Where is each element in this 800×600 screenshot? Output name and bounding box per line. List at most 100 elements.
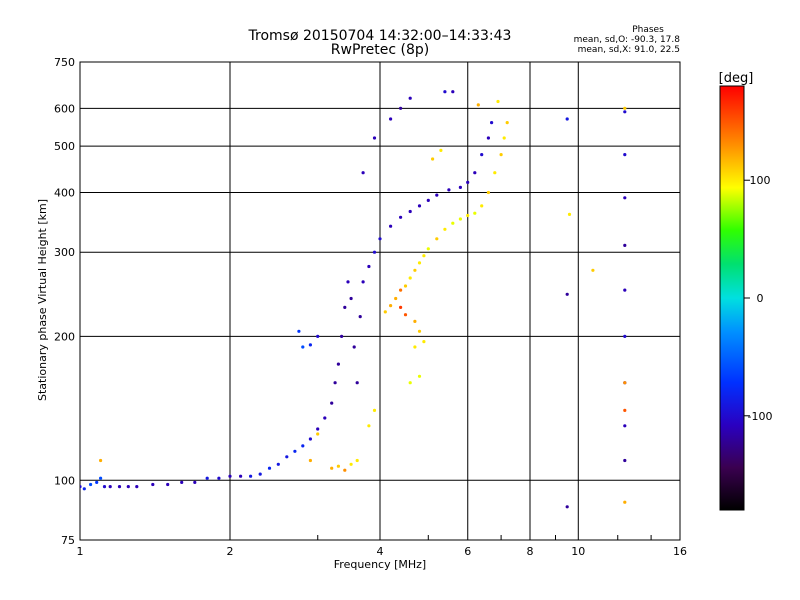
- echo-point: [417, 329, 422, 333]
- echo-point: [267, 466, 272, 470]
- echo-point: [473, 211, 477, 215]
- echo-point: [349, 462, 353, 466]
- echo-point: [361, 171, 365, 175]
- echo-point: [316, 432, 320, 436]
- echo-point: [102, 485, 107, 489]
- y-tick-label: 750: [54, 56, 75, 69]
- echo-point: [323, 416, 327, 420]
- x-tick-label: 4: [377, 545, 384, 558]
- echo-point: [180, 480, 184, 484]
- echo-point: [308, 343, 312, 347]
- y-tick-label: 400: [54, 186, 75, 199]
- echo-point: [417, 261, 422, 265]
- echo-point: [422, 254, 426, 258]
- echo-point: [502, 136, 506, 140]
- echo-point: [276, 462, 280, 466]
- echo-point: [443, 227, 447, 231]
- echo-point: [466, 213, 470, 218]
- echo-point: [166, 482, 170, 487]
- x-tick-label: 1: [77, 545, 84, 558]
- echo-point: [343, 468, 347, 472]
- echo-point: [623, 106, 627, 110]
- echo-point: [623, 424, 627, 428]
- echo-point: [473, 171, 477, 175]
- echo-point: [466, 180, 470, 184]
- echo-point: [346, 280, 350, 284]
- echo-point: [413, 319, 417, 323]
- echo-point: [435, 237, 439, 241]
- chart-title: Tromsø 20150704 14:32:00–14:33:43: [248, 28, 512, 44]
- echo-point: [82, 487, 86, 491]
- echo-point: [403, 284, 408, 288]
- echo-point: [399, 215, 403, 219]
- echo-point: [355, 458, 359, 463]
- echo-point: [565, 117, 569, 121]
- echo-point: [117, 485, 122, 489]
- echo-point: [623, 500, 627, 504]
- echo-point: [443, 90, 447, 94]
- echo-point: [336, 362, 340, 366]
- echo-point: [358, 315, 362, 319]
- echo-point: [623, 288, 627, 292]
- echo-point: [336, 464, 340, 468]
- y-tick-label: 300: [54, 246, 75, 259]
- colorbar-tick-label: 100: [750, 174, 771, 187]
- echo-point: [340, 334, 344, 338]
- echo-point: [490, 121, 494, 125]
- echo-point: [361, 280, 365, 284]
- echo-point: [435, 193, 439, 197]
- y-tick-label: 200: [54, 330, 75, 343]
- chart-subtitle: RwPretec (8p): [331, 42, 429, 58]
- echo-point: [333, 381, 337, 385]
- echo-point: [228, 474, 232, 478]
- echo-point: [458, 185, 462, 189]
- echo-point: [367, 424, 371, 428]
- echo-point: [258, 472, 262, 476]
- echo-point: [623, 110, 627, 114]
- colorbar-tick-label: 0: [757, 292, 764, 305]
- y-axis-label: Stationary phase Virtual Height [km]: [36, 199, 49, 401]
- echo-point: [217, 476, 221, 480]
- echo-point: [431, 157, 435, 161]
- echo-point: [205, 476, 209, 480]
- echo-point: [480, 153, 484, 157]
- phases-x-stats: mean, sd,X: 91.0, 22.5: [578, 45, 680, 55]
- echo-point: [108, 485, 112, 489]
- echo-point: [193, 480, 197, 484]
- echo-point: [285, 455, 289, 459]
- echo-point: [451, 90, 455, 94]
- echo-point: [383, 310, 387, 314]
- echo-point: [486, 136, 490, 140]
- y-axis-ticks: 75 100 200 300 400 500 600 750: [54, 56, 75, 547]
- colorbar-label: [deg]: [719, 71, 754, 86]
- echo-point: [293, 449, 297, 453]
- echo-point: [623, 196, 627, 200]
- colorbar: [719, 85, 745, 511]
- echo-point: [239, 474, 243, 478]
- echo-point: [399, 305, 403, 309]
- x-tick-label: 2: [227, 545, 234, 558]
- echo-point: [623, 334, 627, 338]
- echo-point: [352, 345, 356, 349]
- echo-point: [99, 476, 103, 480]
- x-tick-label: 6: [464, 545, 471, 558]
- echo-point: [389, 117, 393, 121]
- echo-point: [308, 437, 312, 441]
- x-tick-label: 8: [527, 545, 534, 558]
- echo-point: [399, 288, 403, 292]
- phases-title: Phases: [632, 25, 664, 35]
- echo-point: [623, 408, 627, 412]
- echo-point: [135, 485, 139, 489]
- echo-point: [480, 204, 484, 208]
- echo-point: [486, 190, 490, 195]
- x-tick-label: 10: [571, 545, 585, 558]
- echo-point: [297, 329, 301, 333]
- echo-point: [565, 505, 569, 509]
- echo-point: [451, 221, 455, 225]
- colorbar-tick-label: -100: [748, 410, 773, 423]
- echo-point: [330, 466, 334, 470]
- echo-point: [343, 305, 347, 309]
- echo-point: [417, 204, 422, 208]
- echo-point: [403, 313, 408, 317]
